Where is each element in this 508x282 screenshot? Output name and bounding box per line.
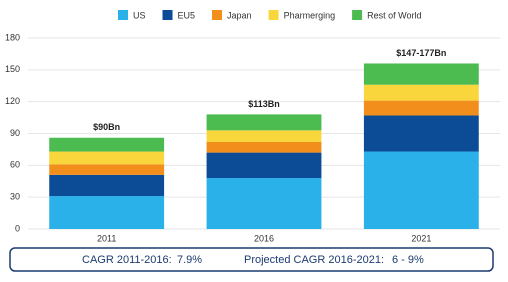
bar-segment xyxy=(206,141,322,153)
legend-swatch xyxy=(162,10,173,20)
y-tick-label: 60 xyxy=(10,160,20,170)
total-label: $147-177Bn xyxy=(396,48,446,58)
legend-swatch xyxy=(352,10,363,20)
bar-segment xyxy=(206,152,322,179)
y-tick-label: 120 xyxy=(5,96,20,106)
footer-value: 6 - 9% xyxy=(392,254,424,266)
total-label: $113Bn xyxy=(248,99,280,109)
x-tick-label: 2016 xyxy=(254,233,274,243)
bar-segment xyxy=(363,115,479,152)
footer-label: CAGR 2011-2016: xyxy=(82,254,172,266)
bar-segment xyxy=(363,100,479,116)
bar-segment xyxy=(363,151,479,229)
legend-swatch xyxy=(268,10,279,20)
footer-label: Projected CAGR 2016-2021: xyxy=(244,254,384,266)
x-tick-label: 2021 xyxy=(411,233,431,243)
bar-segment xyxy=(49,164,165,175)
footer-value: 7.9% xyxy=(177,254,202,266)
x-tick-label: 2011 xyxy=(97,233,116,243)
legend-label: EU5 xyxy=(178,10,196,20)
bar-segment xyxy=(363,63,479,85)
y-tick-label: 150 xyxy=(5,64,20,74)
legend-label: US xyxy=(133,10,146,20)
total-label: $90Bn xyxy=(93,122,120,132)
bar-segment xyxy=(206,178,322,229)
bar-segment xyxy=(206,114,322,131)
bar-segment xyxy=(206,130,322,142)
y-tick-label: 90 xyxy=(10,128,20,138)
y-tick-label: 30 xyxy=(10,192,20,202)
bar-segment xyxy=(49,151,165,165)
y-tick-label: 0 xyxy=(15,223,20,233)
y-tick-label: 180 xyxy=(5,32,20,42)
legend-label: Japan xyxy=(227,10,252,20)
bar-segment xyxy=(49,137,165,152)
bar-segment xyxy=(49,174,165,197)
legend-label: Pharmerging xyxy=(284,10,336,20)
bar-segment xyxy=(49,196,165,229)
footer-box xyxy=(9,247,494,272)
legend-swatch xyxy=(212,10,223,20)
legend-swatch xyxy=(118,10,128,20)
bar-segment xyxy=(363,84,479,101)
legend-label: Rest of World xyxy=(367,10,421,20)
